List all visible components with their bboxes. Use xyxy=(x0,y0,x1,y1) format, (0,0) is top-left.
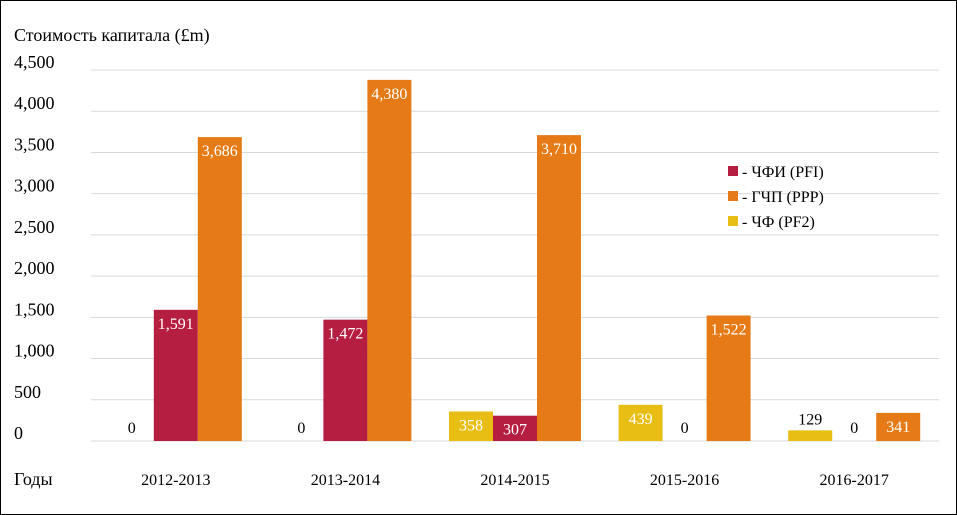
legend: - ЧФИ (PFI) - ГЧП (PPP) - ЧФ (PF2) xyxy=(728,164,824,231)
bar xyxy=(153,309,198,441)
bar xyxy=(788,430,833,441)
x-tick-label: 2015-2016 xyxy=(650,472,719,489)
data-label: 1,522 xyxy=(711,322,747,339)
bar xyxy=(449,411,493,441)
legend-swatch xyxy=(728,216,738,226)
y-tick-label: 0 xyxy=(14,423,23,443)
x-tick-label: 2013-2014 xyxy=(311,472,380,489)
data-label: 3,710 xyxy=(541,141,577,158)
legend-swatch xyxy=(728,191,738,201)
y-tick-label: 4,500 xyxy=(14,52,55,72)
y-tick-label: 1,000 xyxy=(14,341,55,361)
data-label: 3,686 xyxy=(202,143,238,160)
data-label: 307 xyxy=(503,422,527,439)
bar xyxy=(876,412,921,441)
bar xyxy=(367,79,412,441)
bar xyxy=(618,404,663,441)
data-label: 1,591 xyxy=(158,316,194,333)
bars xyxy=(153,79,921,441)
x-axis-title: Годы xyxy=(14,469,53,489)
bar xyxy=(537,135,581,441)
y-tick-label: 1,500 xyxy=(14,299,55,319)
x-tick-label: 2014-2015 xyxy=(480,472,549,489)
data-label: 358 xyxy=(459,417,483,434)
data-label: 439 xyxy=(629,411,653,428)
y-tick-label: 2,000 xyxy=(14,258,55,278)
y-tick-label: 3,000 xyxy=(14,176,55,196)
data-label: 0 xyxy=(297,420,305,437)
x-tick-label: 2012-2013 xyxy=(141,472,210,489)
data-label: 1,472 xyxy=(327,326,363,343)
data-label: 4,380 xyxy=(371,86,407,103)
data-label: 341 xyxy=(886,419,910,436)
y-axis-ticks: 0 500 1,000 1,500 2,000 2,500 3,000 3,500 4,000 4… xyxy=(14,52,55,443)
legend-label: - ЧФ (PF2) xyxy=(742,214,815,231)
data-label: 0 xyxy=(128,420,136,437)
y-tick-label: 3,500 xyxy=(14,134,55,154)
x-axis-ticks: 2012-2013 2013-2014 2014-2015 2015-2016 2016… xyxy=(141,472,889,489)
data-labels: 0 1,591 3,686 0 1,472 4,380 358 307 3,710 439 0 1,5… xyxy=(128,86,910,439)
legend-swatch xyxy=(728,166,738,176)
x-tick-label: 2016-2017 xyxy=(820,472,889,489)
bar xyxy=(197,137,242,441)
y-axis-title: Стоимость капитала (£m) xyxy=(14,25,210,46)
bar xyxy=(493,415,537,441)
bar xyxy=(706,315,751,441)
data-label: 129 xyxy=(798,411,822,428)
y-tick-label: 4,000 xyxy=(14,93,55,113)
legend-label: - ЧФИ (PFI) xyxy=(742,164,824,181)
y-tick-label: 500 xyxy=(14,382,41,402)
legend-label: - ГЧП (PPP) xyxy=(742,189,824,206)
bar xyxy=(323,319,368,441)
data-label: 0 xyxy=(850,420,858,437)
y-tick-label: 2,500 xyxy=(14,217,55,237)
data-label: 0 xyxy=(681,420,689,437)
